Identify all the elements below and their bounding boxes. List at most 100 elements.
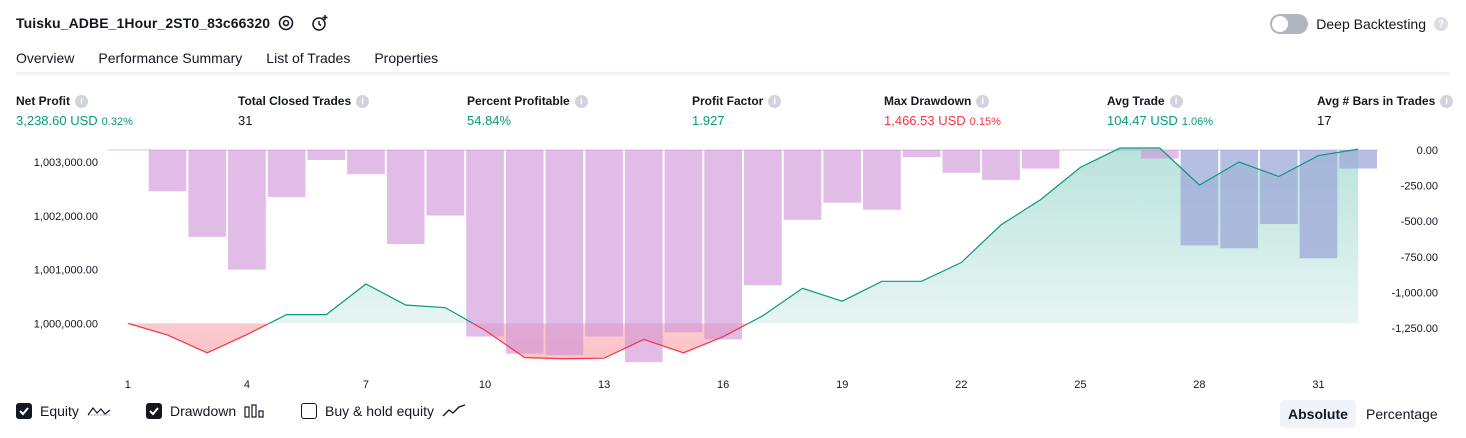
drawdown-bar (505, 150, 544, 354)
drawdown-bar (426, 150, 465, 216)
equity-profit-area (127, 148, 1359, 324)
tab-overview[interactable]: Overview (16, 48, 75, 75)
metric-value-text: 104.47 USD (1107, 113, 1178, 128)
drawdown-bars-icon (244, 404, 264, 418)
tab-list-of-trades[interactable]: List of Trades (266, 50, 351, 66)
metric-label-text: Total Closed Trades (238, 94, 352, 108)
metric-label: Profit Factor i (692, 94, 782, 108)
drawdown-bar (267, 150, 306, 197)
metric-label-text: Percent Profitable (467, 94, 570, 108)
info-icon[interactable]: i (574, 94, 588, 108)
drawdown-bar (1180, 150, 1219, 246)
info-icon[interactable]: i (1440, 94, 1454, 108)
x-axis-tick-label: 25 (1074, 379, 1086, 390)
legend-drawdown[interactable]: Drawdown (146, 403, 266, 419)
tab-properties[interactable]: Properties (374, 50, 439, 66)
right-axis-tick-label: -500.00 (1401, 216, 1438, 228)
info-icon[interactable]: i (75, 94, 88, 108)
metric-label-text: Avg Trade (1107, 94, 1165, 108)
info-icon[interactable]: i (356, 94, 370, 108)
drawdown-bar (1339, 150, 1377, 169)
drawdown-bar (744, 150, 782, 286)
equity-checkbox[interactable] (16, 403, 32, 419)
left-axis-tick-label: 1,002,000.00 (34, 211, 98, 223)
buy-hold-checkbox[interactable] (301, 403, 317, 419)
buy-hold-legend-label: Buy & hold equity (325, 403, 434, 419)
strategy-title: Tuisku_ADBE_1Hour_2ST0_83c66320 (16, 15, 271, 31)
x-axis-tick-label: 1 (125, 379, 131, 390)
metric-value: 3,238.60 USD 0.32% (16, 113, 133, 128)
metric-value-text: 3,238.60 USD (16, 113, 98, 128)
drawdown-bar (1140, 150, 1179, 159)
add-alert-clock-icon[interactable] (310, 13, 330, 33)
drawdown-bar (347, 150, 385, 175)
help-question-icon[interactable]: ? (1434, 17, 1448, 31)
tab-bar: Overview Performance Summary List of Tra… (16, 48, 438, 75)
info-icon[interactable]: i (768, 94, 782, 108)
metric-value-text: 1.927 (692, 113, 725, 128)
drawdown-bar (545, 150, 584, 356)
metric-value-text: 31 (238, 113, 253, 128)
metric-label: Avg Trade i (1107, 94, 1213, 108)
metric-percent: 1.06% (1181, 116, 1214, 128)
drawdown-bar (902, 150, 941, 158)
equity-line (127, 147, 1359, 324)
equity-line-loss (127, 323, 750, 360)
drawdown-bar (783, 150, 822, 220)
equity-line-icon (87, 407, 111, 416)
deep-backtesting-label: Deep Backtesting (1316, 16, 1426, 32)
legend-buy-hold[interactable]: Buy & hold equity (301, 403, 466, 419)
metric-avg-trade: Avg Trade i 104.47 USD 1.06% (1107, 94, 1213, 128)
drawdown-bar (863, 150, 901, 210)
info-icon[interactable]: i (1169, 94, 1183, 108)
metric-label-text: Avg # Bars in Trades (1317, 94, 1436, 108)
deep-backtesting-toggle[interactable] (1270, 14, 1309, 34)
metric-value-text: 1,466.53 USD (884, 113, 966, 128)
metric-value-text: 54.84% (467, 113, 512, 128)
metric-label: Avg # Bars in Trades i (1317, 94, 1454, 108)
legend-equity[interactable]: Equity (16, 403, 111, 419)
drawdown-bar (1299, 150, 1338, 259)
tab-performance-summary[interactable]: Performance Summary (98, 50, 243, 66)
right-axis-tick-label: -1,250.00 (1392, 323, 1438, 335)
drawdown-bar (1259, 150, 1298, 225)
drawdown-bar (1021, 150, 1060, 169)
right-axis-tick-label: -1,000.00 (1392, 287, 1438, 299)
drawdown-bar (585, 150, 623, 337)
metric-value: 17 (1317, 113, 1453, 128)
equity-legend-label: Equity (40, 403, 79, 419)
metric-total-closed-trades: Total Closed Trades i 31 (238, 94, 370, 128)
tab-divider (16, 72, 1450, 75)
metric-value: 1,466.53 USD 0.15% (884, 113, 1001, 128)
absolute-mode-button[interactable]: Absolute (1280, 400, 1356, 428)
deep-backtesting-control: Deep Backtesting ? (1270, 14, 1448, 34)
drawdown-bar (823, 150, 862, 203)
settings-gear-icon[interactable] (276, 13, 296, 33)
x-axis-tick-label: 13 (598, 379, 610, 390)
x-axis-tick-label: 28 (1193, 379, 1205, 390)
drawdown-bar (1220, 150, 1258, 249)
drawdown-bar (624, 150, 663, 363)
metric-label-text: Net Profit (16, 94, 70, 108)
drawdown-bar (704, 150, 742, 340)
drawdown-checkbox[interactable] (146, 403, 162, 419)
metric-value-text: 17 (1317, 113, 1332, 128)
metric-label-text: Max Drawdown (884, 94, 972, 108)
buy-hold-line-icon (442, 404, 466, 417)
equity-drawdown-chart[interactable]: 1,003,000.00 1,002,000.00 1,001,000.00 1,00… (0, 140, 1466, 390)
left-axis-tick-label: 1,003,000.00 (34, 157, 98, 169)
metric-value: 104.47 USD 1.06% (1107, 113, 1213, 128)
drawdown-bar (307, 150, 346, 160)
drawdown-bar (386, 150, 425, 244)
drawdown-bar (942, 150, 981, 173)
metric-label: Max Drawdown i (884, 94, 1001, 108)
left-axis-tick-label: 1,000,000.00 (34, 318, 98, 330)
drawdown-bar (664, 150, 703, 333)
metric-label: Percent Profitable i (467, 94, 588, 108)
percentage-mode-button[interactable]: Percentage (1366, 406, 1438, 422)
info-icon[interactable]: i (976, 94, 990, 108)
metric-avg-bars-in-trades: Avg # Bars in Trades i 17 (1317, 94, 1454, 128)
metric-net-profit: Net Profit i 3,238.60 USD 0.32% (16, 94, 133, 128)
x-axis-tick-label: 7 (363, 379, 369, 390)
metric-label-text: Profit Factor (692, 94, 764, 108)
